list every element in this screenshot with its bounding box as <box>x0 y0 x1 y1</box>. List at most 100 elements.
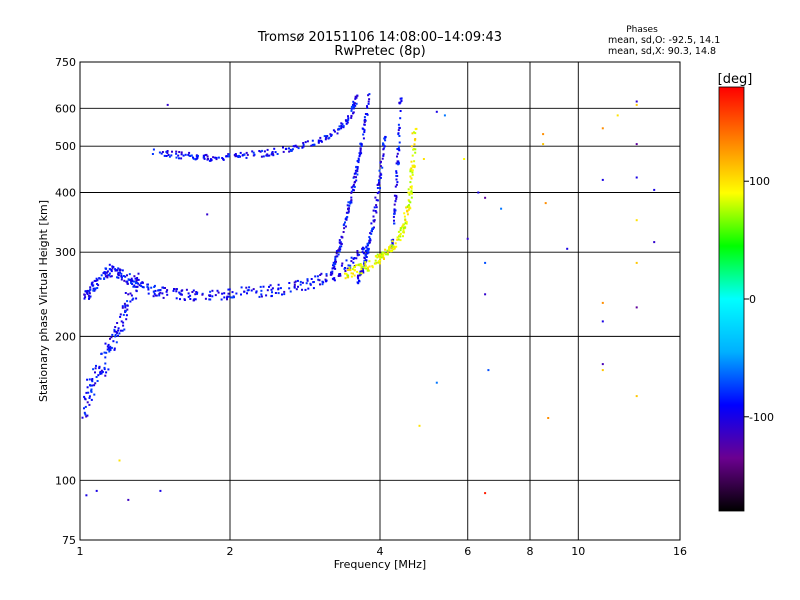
data-point <box>96 283 99 285</box>
data-point <box>375 211 378 214</box>
data-point <box>83 297 86 300</box>
data-point <box>268 154 271 157</box>
data-point <box>277 292 280 295</box>
data-point <box>94 280 97 282</box>
data-point <box>269 284 272 287</box>
data-point <box>234 155 237 158</box>
data-point <box>111 333 114 336</box>
data-point <box>178 151 181 153</box>
data-point <box>366 266 369 269</box>
data-point <box>83 293 86 296</box>
plot-frame <box>79 61 681 541</box>
data-point <box>297 285 299 288</box>
data-point <box>194 298 197 301</box>
data-point <box>353 102 356 105</box>
data-point <box>363 247 365 250</box>
data-point <box>366 242 369 245</box>
data-point <box>135 279 138 282</box>
data-point <box>366 105 368 108</box>
x-tick-label: 1 <box>77 545 84 558</box>
data-point <box>406 213 409 216</box>
data-point <box>171 150 173 153</box>
data-point <box>484 196 487 199</box>
data-point <box>152 295 155 298</box>
data-point <box>403 215 406 218</box>
data-point <box>328 136 331 139</box>
data-point <box>411 173 414 176</box>
data-point <box>359 153 362 156</box>
data-point <box>209 159 212 162</box>
data-point <box>119 269 121 272</box>
data-point <box>112 340 115 343</box>
data-point <box>382 153 385 156</box>
data-point <box>159 289 162 291</box>
data-point <box>195 155 198 158</box>
data-point <box>104 271 107 274</box>
data-point <box>81 416 84 419</box>
data-point <box>175 290 178 293</box>
data-point <box>319 139 321 142</box>
data-point <box>325 279 328 282</box>
data-point <box>120 320 123 323</box>
data-point <box>399 110 402 112</box>
data-point <box>86 378 89 381</box>
data-point <box>382 143 385 146</box>
data-point <box>393 210 396 213</box>
data-point <box>339 241 342 244</box>
data-point <box>635 219 638 222</box>
data-point <box>319 283 321 286</box>
data-point <box>352 188 355 191</box>
data-point <box>344 225 347 228</box>
data-point <box>266 148 269 151</box>
stats-o-mode: mean, sd,O: -92.5, 14.1 <box>608 35 720 46</box>
data-point <box>106 276 109 279</box>
data-point <box>364 250 367 253</box>
data-point <box>382 154 385 157</box>
data-point <box>88 378 91 381</box>
data-point <box>107 274 110 277</box>
data-point <box>216 289 219 292</box>
y-axis: 75 100 200 300 400 500 600 750 <box>55 56 76 547</box>
data-point <box>163 154 166 157</box>
data-point <box>147 288 150 291</box>
data-point <box>85 290 88 293</box>
data-point <box>91 380 94 383</box>
data-point <box>352 112 354 115</box>
data-point <box>332 266 335 269</box>
x-tick-label: 2 <box>227 545 234 558</box>
data-point <box>180 293 183 296</box>
data-point <box>394 185 397 188</box>
data-point <box>305 282 308 285</box>
data-point <box>98 277 101 280</box>
data-point <box>113 348 116 351</box>
colorbar-gradient <box>718 86 745 512</box>
data-point <box>398 101 401 104</box>
data-point <box>115 341 118 344</box>
data-point <box>378 175 381 178</box>
data-point <box>226 298 228 301</box>
data-point <box>187 292 190 295</box>
data-point <box>297 147 300 150</box>
data-point <box>386 251 389 254</box>
data-point <box>357 159 360 162</box>
data-point <box>114 269 117 272</box>
data-point <box>85 494 88 497</box>
data-point <box>411 132 414 135</box>
y-tick-label: 400 <box>55 186 76 199</box>
data-point <box>364 254 367 257</box>
data-point <box>391 244 394 247</box>
data-point <box>103 278 106 280</box>
data-point <box>97 374 100 377</box>
data-point <box>191 291 194 293</box>
data-point <box>131 283 134 285</box>
data-point <box>408 200 411 203</box>
data-point <box>348 204 351 207</box>
data-point <box>312 287 315 290</box>
data-point <box>281 293 283 296</box>
data-point <box>379 172 382 175</box>
data-point <box>217 156 220 159</box>
data-point <box>288 282 291 284</box>
data-point <box>122 313 125 316</box>
data-point <box>301 281 304 284</box>
data-point <box>360 272 363 275</box>
